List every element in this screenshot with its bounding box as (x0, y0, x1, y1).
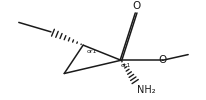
Text: or1: or1 (87, 49, 97, 54)
Text: or1: or1 (121, 63, 131, 68)
Text: O: O (158, 55, 167, 65)
Text: NH₂: NH₂ (137, 85, 156, 95)
Text: O: O (132, 1, 140, 11)
